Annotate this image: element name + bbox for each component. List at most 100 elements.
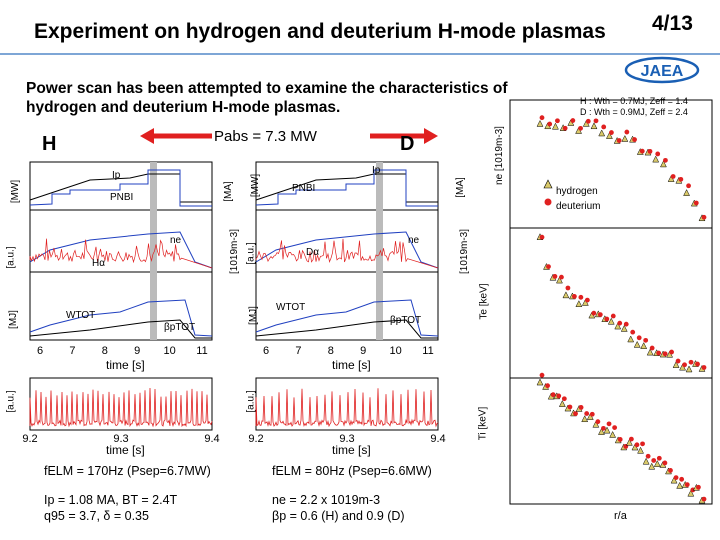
hydrogen-point — [620, 324, 628, 332]
deuterium-point — [645, 453, 651, 459]
deuterium-point — [643, 337, 649, 343]
top-axis-tick-7: 7 — [295, 345, 301, 357]
d-mw-axis-label: [MW] — [250, 173, 262, 198]
legend-deuterium: deuterium — [556, 201, 601, 212]
profile-legend-d: D : Wth = 0.9MJ, Zeff = 2.4 — [580, 107, 688, 117]
deuterium-point — [639, 148, 645, 154]
h-ma-axis-label: [MA] — [222, 181, 234, 202]
top-axis-tick-8: 8 — [102, 345, 108, 357]
deuterium-point — [679, 476, 685, 482]
hydrogen-point — [581, 298, 589, 306]
deuterium-point — [578, 294, 584, 300]
deuterium-point — [570, 118, 576, 123]
hydrogen-point — [607, 317, 615, 325]
deuterium-point — [623, 321, 629, 327]
deuterium-point — [601, 425, 606, 431]
hydrogen-point — [592, 420, 600, 428]
pnbi-trace — [29, 169, 212, 207]
deuterium-point — [616, 138, 622, 143]
deuterium-point — [539, 372, 545, 378]
legend-deuterium-marker — [544, 198, 552, 206]
deuterium-point — [686, 183, 691, 189]
deuterium-point — [649, 345, 655, 351]
deuterium-point — [701, 496, 707, 502]
d-mj-axis-label: [MJ] — [247, 306, 259, 325]
profile-xlabel: r/a — [614, 510, 627, 522]
deuterium-point — [593, 118, 599, 124]
elm-trace — [255, 388, 439, 428]
hydrogen-point — [683, 189, 690, 196]
hydrogen-point — [625, 438, 633, 446]
profile-plots — [509, 99, 713, 505]
hydrogen-point — [652, 155, 660, 163]
deuterium-point — [656, 455, 662, 461]
d-betap-label: βpTOT — [390, 315, 422, 326]
title-divider — [0, 53, 720, 55]
deuterium-point — [584, 297, 590, 303]
top-axis-tick-8: 8 — [328, 345, 334, 357]
deuterium-label: D — [400, 133, 415, 155]
bottom-axis-tick-9.4: 9.4 — [430, 433, 445, 445]
h-time-label-bottom: time [s] — [106, 443, 145, 457]
hydrogen-waveforms: 6 7 8 9 10 11 9.2 9.3 9.4 — [22, 161, 220, 445]
h-halpha-label: Hα — [92, 258, 106, 269]
deuterium-point — [552, 273, 558, 279]
d-au-axis-label: [a.u.] — [245, 242, 257, 265]
hydrogen-point — [603, 426, 611, 434]
deuterium-point — [647, 148, 653, 154]
slide-title: Experiment on hydrogen and deuterium H-m… — [34, 20, 606, 43]
deuterium-point — [668, 468, 673, 473]
d-elm-note: fELM = 80Hz (Psep=6.6MW) — [272, 464, 432, 478]
h-au-axis-label: [a.u.] — [5, 246, 17, 269]
deuterium-point — [612, 425, 618, 430]
deuterium-point — [628, 436, 634, 442]
hydrogen-point — [679, 363, 686, 371]
wtot-trace — [255, 299, 439, 337]
deuterium-point — [634, 442, 640, 448]
h-ip-label: Ip — [112, 170, 121, 181]
wtot-trace — [29, 299, 213, 337]
deuterium-point — [572, 293, 577, 299]
deuterium-point — [673, 475, 679, 481]
deuterium-point — [567, 404, 573, 410]
hydrogen-point — [581, 415, 589, 423]
hydrogen-point — [556, 276, 563, 284]
h-ne-axis-label: [1019m-3] — [229, 228, 241, 275]
deuterium-point — [630, 329, 636, 335]
deuterium-point — [675, 358, 681, 364]
alpha-emission-trace — [29, 238, 213, 269]
deuterium-point — [617, 437, 623, 442]
deuterium-point — [701, 365, 707, 370]
deuterium-point — [617, 320, 623, 326]
pnbi-trace — [255, 169, 438, 207]
legend-hydrogen: hydrogen — [556, 186, 598, 197]
pabs-label: Pabs = 7.3 MW — [214, 128, 317, 145]
deuterium-point — [604, 316, 610, 322]
h-au-axis-label-2: [a.u.] — [5, 390, 17, 413]
h-elm-note: fELM = 170Hz (Psep=6.7MW) — [44, 464, 211, 478]
jaea-logo: JAEA — [624, 56, 700, 84]
deuterium-point — [550, 392, 556, 398]
analysis-window-band — [150, 162, 157, 340]
deuterium-point — [539, 115, 545, 121]
deuterium-point — [559, 274, 564, 280]
hydrogen-point — [575, 300, 583, 307]
top-axis-tick-6: 6 — [37, 345, 43, 357]
h-betap-label: βpTOT — [164, 322, 196, 333]
intro-text: Power scan has been attempted to examine… — [26, 80, 508, 116]
d-au-axis-label-2: [a.u.] — [245, 390, 257, 413]
hydrogen-point — [614, 322, 622, 330]
d-params-2: βp = 0.6 (H) and 0.9 (D) — [272, 509, 405, 523]
top-axis-tick-10: 10 — [389, 345, 401, 357]
svg-text:JAEA: JAEA — [641, 63, 684, 80]
hydrogen-point — [609, 430, 617, 438]
deuterium-point — [693, 200, 699, 206]
deuterium-point — [595, 419, 601, 425]
d-ne-label: ne — [408, 235, 420, 246]
hydrogen-point — [558, 400, 566, 407]
deuterium-point — [662, 351, 668, 357]
d-params-1: ne = 2.2 x 1019m-3 — [272, 493, 381, 507]
deuterium-point — [663, 157, 668, 163]
d-time-label-top: time [s] — [332, 358, 371, 372]
waveform-frame-2 — [29, 271, 213, 341]
